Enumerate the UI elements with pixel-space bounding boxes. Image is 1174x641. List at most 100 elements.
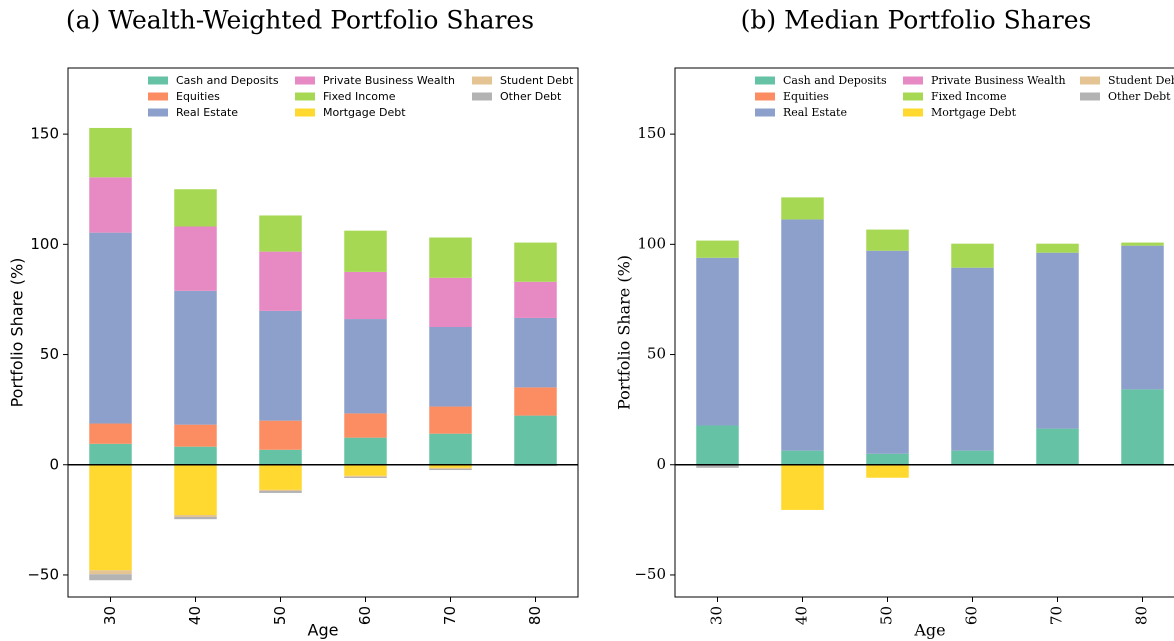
y-tick-label: 150 [30,125,59,143]
y-tick-label: 0 [49,455,59,473]
bar-segment [174,464,217,516]
bar-segment [781,197,824,220]
x-tick-label: 40 [186,606,204,625]
bar-segment [89,570,132,575]
bar-segment [696,240,739,258]
plot-frame [67,67,579,598]
x-tick-label: 40 [793,606,811,625]
legend-swatch [148,92,168,101]
bar-segment [951,450,994,465]
bar-segment [696,257,739,426]
x-tick-label: 70 [1048,606,1066,625]
legend-label: Fixed Income [931,90,1007,103]
legend-label: Mortgage Debt [931,106,1017,119]
legend-label: Real Estate [783,106,847,119]
legend-label: Private Business Wealth [931,74,1066,87]
y-tick-label: 100 [30,235,59,253]
x-tick-label: 30 [708,606,726,625]
bar-segment [514,242,557,282]
y-tick-label: 50 [40,345,59,363]
bar-segment [89,177,132,233]
bar-segment [696,425,739,465]
bar-segment [514,281,557,318]
bar-segment [429,433,472,465]
bar-segment [696,464,739,468]
legend-label: Real Estate [176,106,238,119]
bar-segment [259,489,302,491]
bar-segment [951,243,994,268]
bar-segment [174,446,217,465]
chart-panel: −50 0 50 100 150 30 40 50 60 70 80 Age Portfolio Sha… [615,67,1174,640]
bar-segment [344,271,387,320]
legend-label: Private Business Wealth [323,74,455,87]
bar-segment [1036,243,1079,253]
chart-panel: −50 0 50 100 150 30 40 50 60 70 80 Age Portfolio Sha… [8,67,579,640]
legend-label: Other Debt [1108,90,1171,103]
bar-segment [174,515,217,517]
x-tick-label: 70 [441,606,459,625]
chart-title: (b) Median Portfolio Shares [741,6,1092,35]
legend-label: Cash and Deposits [176,74,279,87]
x-tick-label: 80 [526,606,544,625]
bar-segment [259,464,302,490]
y-tick-label: 150 [637,124,666,142]
bar-segment [344,476,387,478]
legend-swatch [903,92,923,101]
legend-label: Mortgage Debt [323,106,406,119]
legend-swatch [755,92,775,101]
y-axis-label: Portfolio Share (%) [8,258,27,408]
legend-swatch [903,76,923,85]
bar-segment [344,475,387,477]
plot-frame [674,67,1174,598]
bar-segment [174,189,217,227]
bar-segment [259,251,302,311]
legend-swatch [1080,92,1100,101]
legend-label: Student Debt [1108,74,1174,87]
bar-segment [429,468,472,471]
legend-label: Equities [783,90,829,103]
x-tick-label: 60 [963,606,981,625]
legend-swatch [148,76,168,85]
bar-segment [344,464,387,476]
bar-segment [174,516,217,520]
bar-segment [781,219,824,451]
legend-label: Fixed Income [323,90,396,103]
bar-segment [89,443,132,465]
bar-segment [514,387,557,416]
x-tick-label: 80 [1133,606,1151,625]
legend-label: Cash and Deposits [783,74,887,87]
bar-segment [259,310,302,421]
legend-swatch [755,108,775,117]
x-tick-label: 30 [101,606,119,625]
bar-segment [344,413,387,438]
bar-segment [866,229,909,251]
bar-segment [866,453,909,465]
bar-segment [781,464,824,510]
chart-title: (a) Wealth-Weighted Portfolio Shares [66,6,534,35]
bar-segment [514,415,557,465]
bar-segment [89,574,132,581]
bar-segment [429,326,472,407]
x-tick-label: 60 [356,606,374,625]
legend-label: Other Debt [500,90,562,103]
bar-segment [866,250,909,454]
bar-segment [259,449,302,465]
bar-segment [344,437,387,465]
bar-segment [259,490,302,493]
bar-segment [429,467,472,469]
bar-segment [866,464,909,478]
y-tick-label: 0 [656,455,666,473]
bar-segment [429,237,472,278]
bar-segment [514,465,557,467]
bar-segment [429,406,472,434]
x-axis-label: Age [913,621,945,640]
bar-segment [344,230,387,272]
legend-swatch [903,108,923,117]
bar-segment [429,277,472,327]
bar-segment [1121,242,1164,246]
legend-swatch [1080,76,1100,85]
bar-segment [174,424,217,447]
x-tick-label: 50 [271,606,289,625]
y-tick-label: 50 [647,345,666,363]
